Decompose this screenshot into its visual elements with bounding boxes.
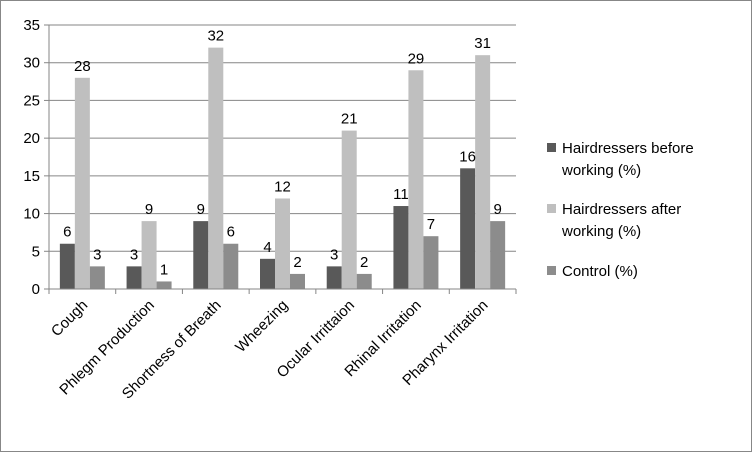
legend-label: Control (%) bbox=[562, 263, 638, 280]
data-label: 29 bbox=[408, 50, 425, 67]
bar bbox=[326, 266, 342, 289]
legend-label-line: Hairdressers before bbox=[562, 140, 694, 157]
legend-label-line: working (%) bbox=[561, 223, 641, 240]
data-label: 6 bbox=[63, 224, 71, 241]
y-tick-label: 25 bbox=[23, 92, 40, 109]
bar bbox=[260, 258, 275, 289]
legend: Hairdressers before working (%)Hairdresse… bbox=[547, 140, 694, 280]
data-label: 28 bbox=[74, 58, 91, 75]
y-tick-label: 15 bbox=[23, 168, 40, 185]
data-label: 11 bbox=[393, 186, 409, 203]
y-tick-label: 5 bbox=[32, 243, 40, 260]
data-label: 21 bbox=[341, 111, 358, 128]
data-label: 16 bbox=[459, 148, 476, 165]
legend-label-line: Control (%) bbox=[562, 263, 638, 280]
legend-swatch bbox=[547, 204, 556, 213]
bar bbox=[89, 266, 105, 289]
bar bbox=[126, 266, 142, 289]
y-tick-label: 10 bbox=[23, 206, 40, 223]
y-tick-label: 35 bbox=[23, 17, 40, 34]
bar bbox=[59, 243, 75, 289]
legend-swatch bbox=[547, 266, 556, 275]
data-label: 9 bbox=[493, 201, 501, 218]
bar bbox=[393, 206, 409, 289]
bar bbox=[156, 281, 172, 289]
bar bbox=[475, 55, 491, 289]
data-label: 7 bbox=[427, 216, 435, 233]
y-tick-label: 20 bbox=[23, 130, 40, 147]
legend-label: Hairdressers after working (%) bbox=[561, 201, 681, 240]
bar bbox=[275, 198, 290, 289]
legend-label: Hairdressers before working (%) bbox=[561, 140, 694, 179]
y-axis-ticks: 0 5 10 15 20 25 30 35 bbox=[23, 17, 40, 298]
data-label: 3 bbox=[93, 246, 101, 263]
data-label: 3 bbox=[130, 246, 138, 263]
x-category-label: Cough bbox=[48, 297, 91, 340]
bar bbox=[193, 221, 209, 289]
gridlines bbox=[49, 24, 516, 252]
data-label: 31 bbox=[474, 35, 491, 52]
legend-label-line: working (%) bbox=[561, 162, 641, 179]
data-label: 2 bbox=[293, 254, 301, 271]
bar bbox=[290, 273, 305, 289]
y-tick-label: 30 bbox=[23, 55, 40, 72]
bar bbox=[423, 236, 439, 289]
bars bbox=[59, 47, 506, 289]
bar bbox=[356, 273, 372, 289]
bar bbox=[223, 243, 239, 289]
data-label: 1 bbox=[160, 261, 168, 278]
y-tick-label: 0 bbox=[32, 281, 40, 298]
axes bbox=[44, 24, 517, 294]
bar bbox=[208, 47, 224, 289]
legend-label-line: Hairdressers after bbox=[562, 201, 681, 218]
data-labels: 6 28 3 3 9 1 9 32 6 4 12 2 3 21 2 11 29 7 16 31 9 bbox=[63, 28, 502, 279]
bar bbox=[408, 70, 424, 289]
data-label: 9 bbox=[197, 201, 205, 218]
bar bbox=[141, 221, 157, 289]
data-label: 32 bbox=[207, 28, 224, 45]
x-category-label: Wheezing bbox=[232, 297, 291, 356]
data-label: 3 bbox=[330, 246, 338, 263]
data-label: 9 bbox=[145, 201, 153, 218]
bar bbox=[74, 77, 90, 289]
data-label: 6 bbox=[227, 224, 235, 241]
bar bbox=[460, 168, 476, 289]
bar bbox=[490, 221, 506, 289]
legend-swatch bbox=[547, 143, 556, 152]
data-label: 2 bbox=[360, 254, 368, 271]
data-label: 12 bbox=[274, 178, 291, 195]
data-label: 4 bbox=[263, 239, 271, 256]
bar bbox=[341, 130, 357, 289]
